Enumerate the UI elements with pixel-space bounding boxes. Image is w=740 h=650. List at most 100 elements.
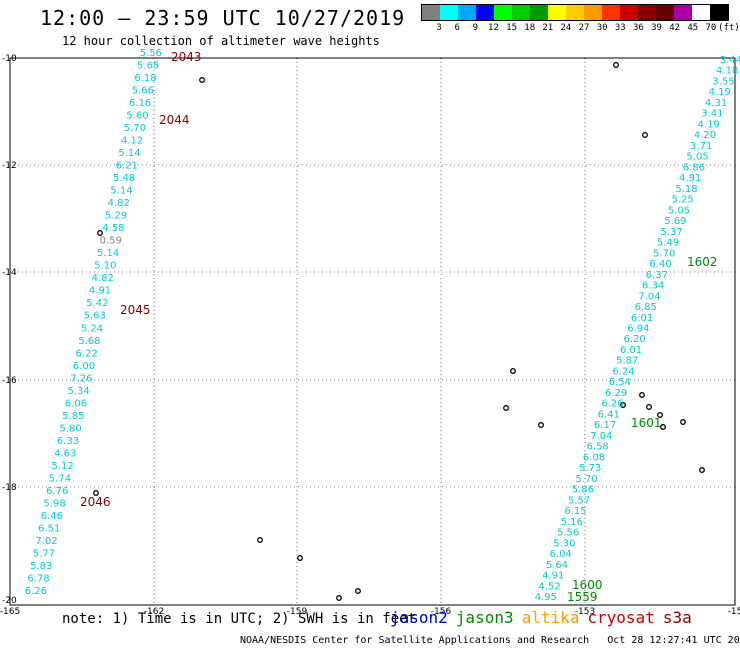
swh-value-label: 5.48 (113, 173, 135, 184)
swh-value-label: 6.41 (598, 409, 620, 420)
satellite-legend: jason2 jason3 altika cryosat s3a (390, 608, 700, 627)
swh-value-label: 6.85 (635, 302, 657, 313)
legend-label: 12 (488, 23, 499, 33)
swh-value-label: 6.40 (649, 259, 671, 270)
legend-swatch (584, 5, 602, 20)
swh-value-label: 4.12 (121, 136, 143, 147)
swh-value-label: 0.59 (100, 236, 122, 247)
swh-value-label: 5.05 (668, 205, 690, 216)
swh-value-label: 6.51 (38, 523, 60, 534)
units-note: note: 1) Time is in UTC; 2) SWH is in fe… (62, 611, 417, 627)
swh-value-label: 7.02 (35, 536, 57, 547)
legend-label: 27 (578, 23, 590, 33)
swh-value-label: 5.74 (49, 473, 71, 484)
legend-swatch (494, 5, 512, 20)
island-outline (646, 404, 652, 410)
island-outline (639, 392, 645, 398)
swh-value-label: 5.80 (60, 423, 82, 434)
swh-value-label: 5.86 (572, 485, 594, 496)
island-outline (613, 62, 619, 68)
swh-value-label: 7.04 (590, 431, 612, 442)
legend-label: 3 (436, 23, 442, 33)
satellite-s3a: s3a (662, 608, 692, 627)
swh-value-label: 6.21 (116, 161, 138, 172)
swh-value-label: 6.54 (609, 377, 631, 388)
legend-label: 15 (506, 23, 517, 33)
swh-value-label: 5.77 (33, 548, 55, 559)
longitude-tick-label: -156 (431, 607, 452, 617)
island-outline (97, 230, 103, 236)
longitude-tick-label: -159 (287, 607, 308, 617)
legend-label: 39 (651, 23, 662, 33)
swh-value-label: 5.69 (664, 216, 686, 227)
swh-value-label: 5.12 (51, 461, 73, 472)
swh-value-label: 5.87 (616, 356, 638, 367)
satellite-altika: altika (521, 608, 580, 627)
swh-value-label: 6.86 (683, 162, 705, 173)
swh-value-label: 6.16 (129, 98, 151, 109)
swh-value-label: 6.46 (41, 511, 63, 522)
swh-value-label: 4.91 (89, 286, 111, 297)
swh-value-label: 6.76 (46, 486, 68, 497)
legend-swatch (512, 5, 530, 20)
swh-value-label: 4.52 (538, 581, 560, 592)
swh-value-label: 6.06 (65, 398, 87, 409)
generated-timestamp: Oct 28 12:27:41 UTC 2019 (607, 635, 740, 646)
swh-value-label: 6.20 (624, 334, 646, 345)
swh-value-label: 6.24 (612, 366, 634, 377)
swh-value-label: 5.56 (557, 528, 579, 539)
swh-value-label: 5.14 (118, 148, 140, 159)
swh-value-label: 7.04 (638, 291, 660, 302)
swh-value-label: 5.10 (94, 261, 116, 272)
latitude-tick-label: -12 (2, 161, 17, 171)
swh-value-label: 6.26 (601, 399, 623, 410)
swh-value-label: 6.15 (564, 506, 586, 517)
island-outline (297, 555, 303, 561)
legend-swatch (692, 5, 710, 20)
pass-time-label: 2046 (80, 495, 111, 509)
swh-value-label: 6.26 (25, 586, 47, 597)
credit-text: NOAA/NESDIS Center for Satellite Applica… (240, 635, 590, 646)
map-title: 12:00 – 23:59 UTC 10/27/2019 (40, 6, 406, 30)
swh-value-label: 6.01 (631, 313, 653, 324)
island-outline (620, 402, 626, 408)
latitude-tick-label: -16 (2, 376, 17, 386)
swh-value-label: 6.29 (605, 388, 627, 399)
island-outline (680, 419, 686, 425)
legend-swatch (548, 5, 566, 20)
legend-label: 18 (524, 23, 536, 33)
legend-swatch (422, 5, 440, 20)
pass-time-label: 2043 (171, 50, 202, 64)
swh-value-label: 5.14 (110, 186, 132, 197)
island-outline (355, 588, 361, 594)
legend-swatch (638, 5, 656, 20)
island-outline (660, 424, 666, 430)
longitude-tick-label: -153 (575, 607, 595, 617)
swh-value-label: 5.70 (124, 123, 146, 134)
legend-label: 70 (705, 23, 717, 33)
swh-value-label: 4.58 (102, 223, 124, 234)
pass-time-label: 1559 (567, 590, 598, 604)
pass-time-label: 2044 (159, 113, 190, 127)
island-outline (538, 422, 544, 428)
legend-label: 36 (632, 23, 644, 33)
swh-value-label: 3.41 (701, 109, 723, 120)
pass-time-label: 2045 (120, 303, 151, 317)
swh-value-label: 6.00 (73, 361, 95, 372)
longitude-tick-label: -15 (728, 607, 740, 617)
legend-swatch (674, 5, 692, 20)
legend-swatch (656, 5, 674, 20)
island-outline (657, 412, 663, 418)
swh-value-label: 5.73 (579, 463, 601, 474)
legend-color-bar (421, 4, 729, 21)
legend-swatch (458, 5, 476, 20)
longitude-tick-label: -162 (144, 607, 164, 617)
swh-value-label: 4.82 (108, 198, 130, 209)
longitude-tick-label: -165 (0, 607, 20, 617)
swh-value-label: 5.60 (126, 111, 148, 122)
swh-value-label: 5.85 (62, 411, 84, 422)
swh-value-label: 6.58 (587, 442, 609, 453)
legend-swatch (530, 5, 548, 20)
swh-value-label: 5.34 (68, 386, 90, 397)
